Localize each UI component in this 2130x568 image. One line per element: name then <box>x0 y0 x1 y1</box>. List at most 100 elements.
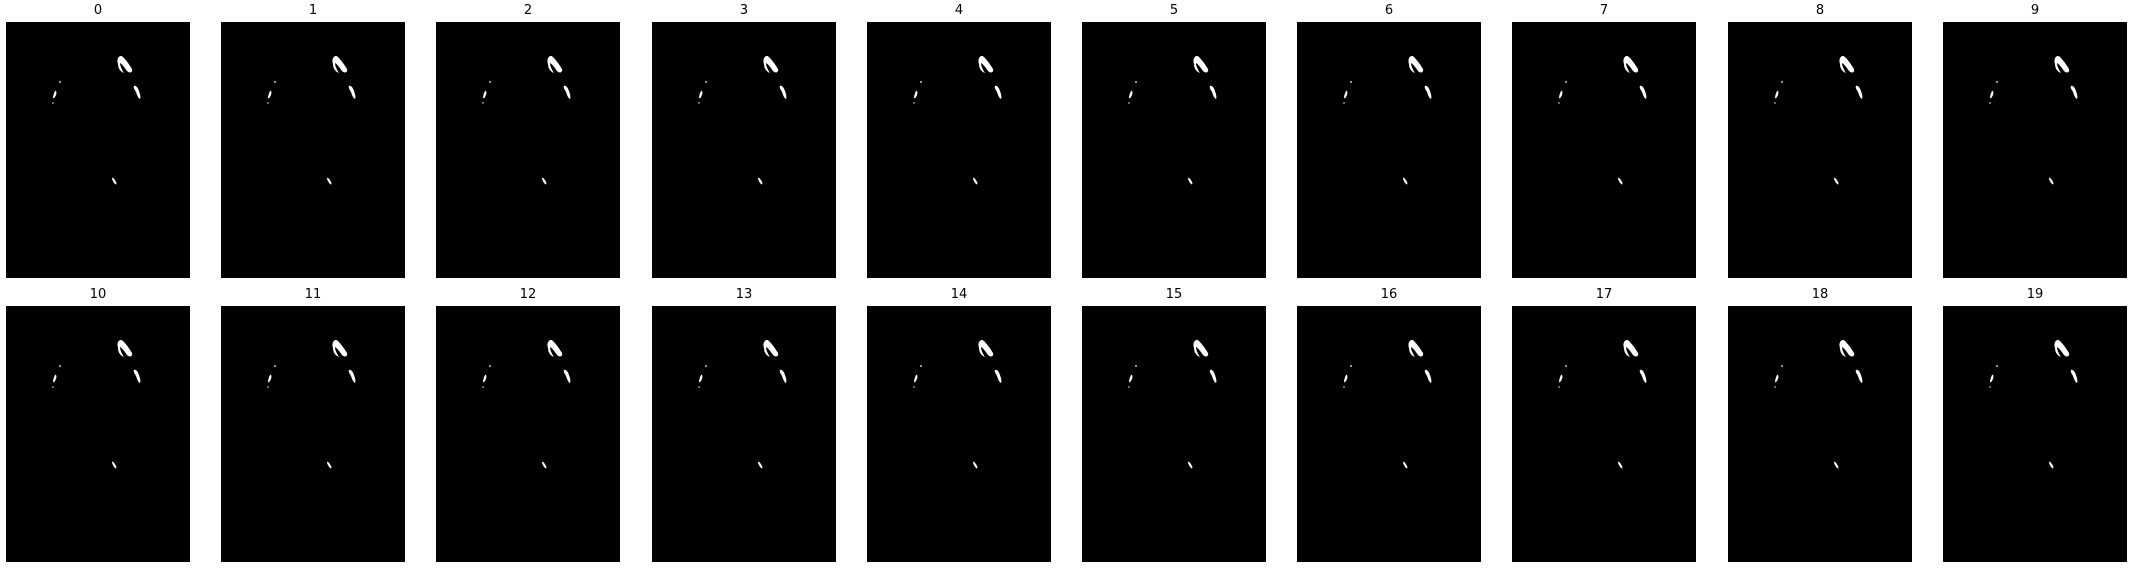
segment-shape <box>779 369 787 383</box>
segment-shape <box>1424 369 1432 383</box>
image-background <box>652 306 836 562</box>
image-background <box>1297 22 1481 278</box>
mask-image <box>652 306 836 562</box>
segment-dot <box>1996 365 1998 367</box>
segment-shape <box>1193 55 1209 73</box>
panel-title: 16 <box>1380 287 1398 302</box>
image-background <box>867 22 1051 278</box>
panel-title: 19 <box>2026 287 2044 302</box>
image-panel: 7 <box>1512 0 1696 282</box>
segment-dot <box>1781 365 1783 367</box>
image-background <box>221 306 405 562</box>
segment-shape <box>1129 374 1133 383</box>
segment-shape <box>973 177 978 185</box>
image-panel: 18 <box>1728 284 1912 566</box>
panel-title: 6 <box>1384 3 1394 18</box>
segment-dot <box>1774 386 1776 388</box>
panel-title: 17 <box>1595 287 1613 302</box>
segment-dot <box>1774 102 1776 104</box>
segment-dot <box>489 365 491 367</box>
segment-shape <box>2054 55 2070 73</box>
segment-dot <box>1558 102 1560 104</box>
image-panel: 13 <box>652 284 836 566</box>
panel-title: 15 <box>1165 287 1183 302</box>
image-background <box>867 306 1051 562</box>
segment-shape <box>1639 85 1647 99</box>
segment-shape <box>763 339 779 357</box>
segment-shape <box>268 90 272 99</box>
segment-dot <box>1135 81 1137 83</box>
segment-shape <box>483 90 487 99</box>
segment-dot <box>267 386 269 388</box>
segment-dot <box>52 386 54 388</box>
panel-title: 1 <box>308 3 318 18</box>
segment-shape <box>1834 461 1839 469</box>
segment-shape <box>542 177 547 185</box>
image-background <box>1297 306 1481 562</box>
segment-dot <box>1128 386 1130 388</box>
segment-shape <box>1839 55 1855 73</box>
segment-shape <box>1344 90 1348 99</box>
panel-title: 2 <box>523 3 533 18</box>
segment-dot <box>698 102 700 104</box>
panel-title: 0 <box>93 3 103 18</box>
mask-image <box>867 22 1051 278</box>
segment-shape <box>1775 374 1779 383</box>
segment-shape <box>268 374 272 383</box>
segment-dot <box>1128 102 1130 104</box>
segment-shape <box>112 461 117 469</box>
segment-shape <box>1559 374 1563 383</box>
segment-dot <box>59 81 61 83</box>
image-background <box>1082 306 1266 562</box>
segment-dot <box>1565 365 1567 367</box>
image-background <box>221 22 405 278</box>
segment-shape <box>547 55 563 73</box>
panel-title: 18 <box>1811 287 1829 302</box>
image-panel: 1 <box>221 0 405 282</box>
panel-title: 7 <box>1599 3 1609 18</box>
panel-title: 11 <box>304 287 322 302</box>
panel-title: 3 <box>739 3 749 18</box>
segment-shape <box>914 374 918 383</box>
segment-shape <box>758 177 763 185</box>
segment-shape <box>563 369 571 383</box>
segment-shape <box>117 55 133 73</box>
image-background <box>1512 22 1696 278</box>
mask-image <box>867 306 1051 562</box>
segment-dot <box>705 365 707 367</box>
segment-dot <box>1350 81 1352 83</box>
image-panel: 3 <box>652 0 836 282</box>
segment-shape <box>1188 461 1193 469</box>
segment-dot <box>59 365 61 367</box>
image-panel: 6 <box>1297 0 1481 282</box>
segment-shape <box>133 85 141 99</box>
image-background <box>1728 306 1912 562</box>
segment-shape <box>1424 85 1432 99</box>
segment-shape <box>2070 369 2078 383</box>
segment-dot <box>482 386 484 388</box>
mask-image <box>1943 22 2127 278</box>
segment-shape <box>1403 461 1408 469</box>
segment-shape <box>758 461 763 469</box>
segment-shape <box>1990 374 1994 383</box>
segment-shape <box>1209 369 1217 383</box>
segment-shape <box>483 374 487 383</box>
segment-shape <box>327 177 332 185</box>
segment-shape <box>2049 177 2054 185</box>
segment-shape <box>1990 90 1994 99</box>
mask-image <box>1512 306 1696 562</box>
segment-shape <box>1209 85 1217 99</box>
panel-title: 12 <box>519 287 537 302</box>
image-panel: 2 <box>436 0 620 282</box>
panel-title: 9 <box>2030 3 2040 18</box>
segment-shape <box>1188 177 1193 185</box>
mask-image <box>436 306 620 562</box>
segment-dot <box>274 81 276 83</box>
segment-shape <box>2049 461 2054 469</box>
segment-dot <box>274 365 276 367</box>
segment-dot <box>1343 386 1345 388</box>
image-panel: 12 <box>436 284 620 566</box>
segment-dot <box>267 102 269 104</box>
image-background <box>436 22 620 278</box>
segment-shape <box>547 339 563 357</box>
